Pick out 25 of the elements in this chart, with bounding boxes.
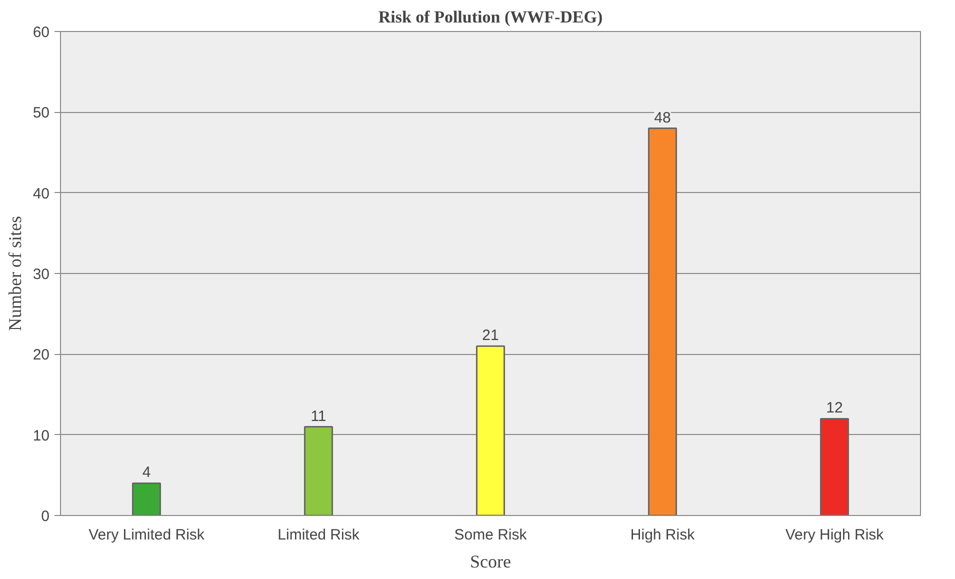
- y-tick-label: 50: [32, 104, 50, 122]
- x-tick-label: High Risk: [630, 526, 696, 544]
- bar: [132, 482, 162, 516]
- bar: [304, 426, 334, 516]
- data-label: 4: [142, 464, 151, 482]
- data-label: 11: [310, 408, 326, 425]
- y-tick-label: 10: [32, 427, 50, 444]
- data-label: 48: [654, 109, 671, 126]
- bar: [476, 345, 506, 516]
- y-axis-title: Number of sites: [4, 216, 25, 331]
- chart-title: Risk of Pollution (WWF-DEG): [378, 8, 603, 26]
- bar: [648, 128, 678, 516]
- x-tick-label: Very Limited Risk: [88, 526, 205, 544]
- y-tick-label: 60: [32, 24, 50, 41]
- data-label: 21: [482, 327, 499, 344]
- x-tick-label: Very High Risk: [785, 526, 884, 544]
- x-axis-title: Score: [470, 552, 511, 572]
- bar: [820, 418, 850, 516]
- x-tick-label: Limited Risk: [278, 526, 360, 544]
- y-tick-label: 20: [32, 346, 50, 364]
- data-label: 12: [826, 400, 843, 417]
- y-tick-label: 40: [32, 185, 50, 202]
- x-tick-label: Some Risk: [454, 526, 528, 544]
- y-tick-label: 30: [32, 266, 50, 283]
- y-tick-label: 0: [41, 508, 50, 525]
